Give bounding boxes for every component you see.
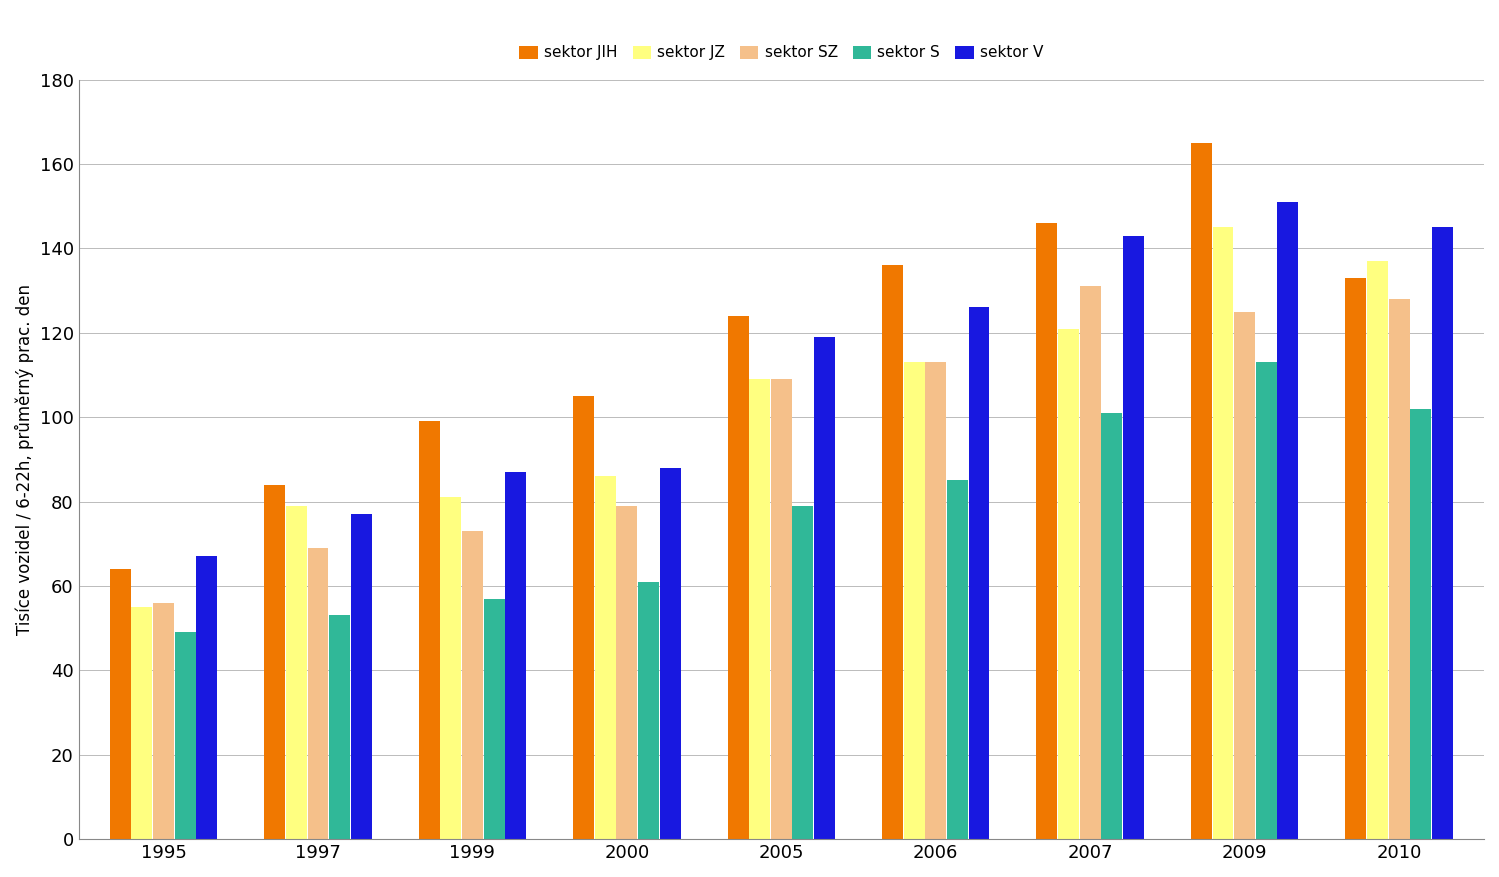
Bar xyxy=(968,308,989,839)
Bar xyxy=(947,481,968,839)
Bar xyxy=(1411,409,1432,839)
Y-axis label: Tisíce vozidel / 6-22h, průměrný prac. den: Tisíce vozidel / 6-22h, průměrný prac. d… xyxy=(15,284,34,635)
Legend: sektor JIH, sektor JZ, sektor SZ, sektor S, sektor V: sektor JIH, sektor JZ, sektor SZ, sektor… xyxy=(519,46,1043,61)
Bar xyxy=(1367,261,1388,839)
Bar xyxy=(307,548,328,839)
Bar xyxy=(814,337,835,839)
Bar xyxy=(1256,362,1277,839)
Bar xyxy=(351,514,372,839)
Bar xyxy=(132,607,153,839)
Bar xyxy=(1058,329,1079,839)
Bar xyxy=(925,362,946,839)
Bar xyxy=(595,476,616,839)
Bar xyxy=(639,581,660,839)
Bar xyxy=(196,556,217,839)
Bar xyxy=(727,316,748,839)
Bar xyxy=(750,379,770,839)
Bar xyxy=(904,362,925,839)
Bar xyxy=(109,569,130,839)
Bar xyxy=(1345,278,1366,839)
Bar xyxy=(1079,287,1100,839)
Bar xyxy=(484,599,505,839)
Bar xyxy=(1036,223,1057,839)
Bar xyxy=(418,421,439,839)
Bar xyxy=(793,506,814,839)
Bar xyxy=(616,506,637,839)
Bar xyxy=(1102,413,1123,839)
Bar xyxy=(660,467,681,839)
Bar xyxy=(462,531,483,839)
Bar xyxy=(770,379,791,839)
Bar xyxy=(330,616,351,839)
Bar xyxy=(1432,227,1453,839)
Bar xyxy=(573,396,594,839)
Bar xyxy=(1388,299,1409,839)
Bar xyxy=(1123,236,1144,839)
Bar xyxy=(1277,202,1298,839)
Bar xyxy=(264,485,285,839)
Bar xyxy=(1213,227,1234,839)
Bar xyxy=(1190,143,1211,839)
Bar xyxy=(881,265,902,839)
Bar xyxy=(1234,311,1255,839)
Bar xyxy=(286,506,307,839)
Bar xyxy=(175,632,196,839)
Bar xyxy=(505,472,526,839)
Bar xyxy=(153,602,174,839)
Bar xyxy=(441,497,462,839)
